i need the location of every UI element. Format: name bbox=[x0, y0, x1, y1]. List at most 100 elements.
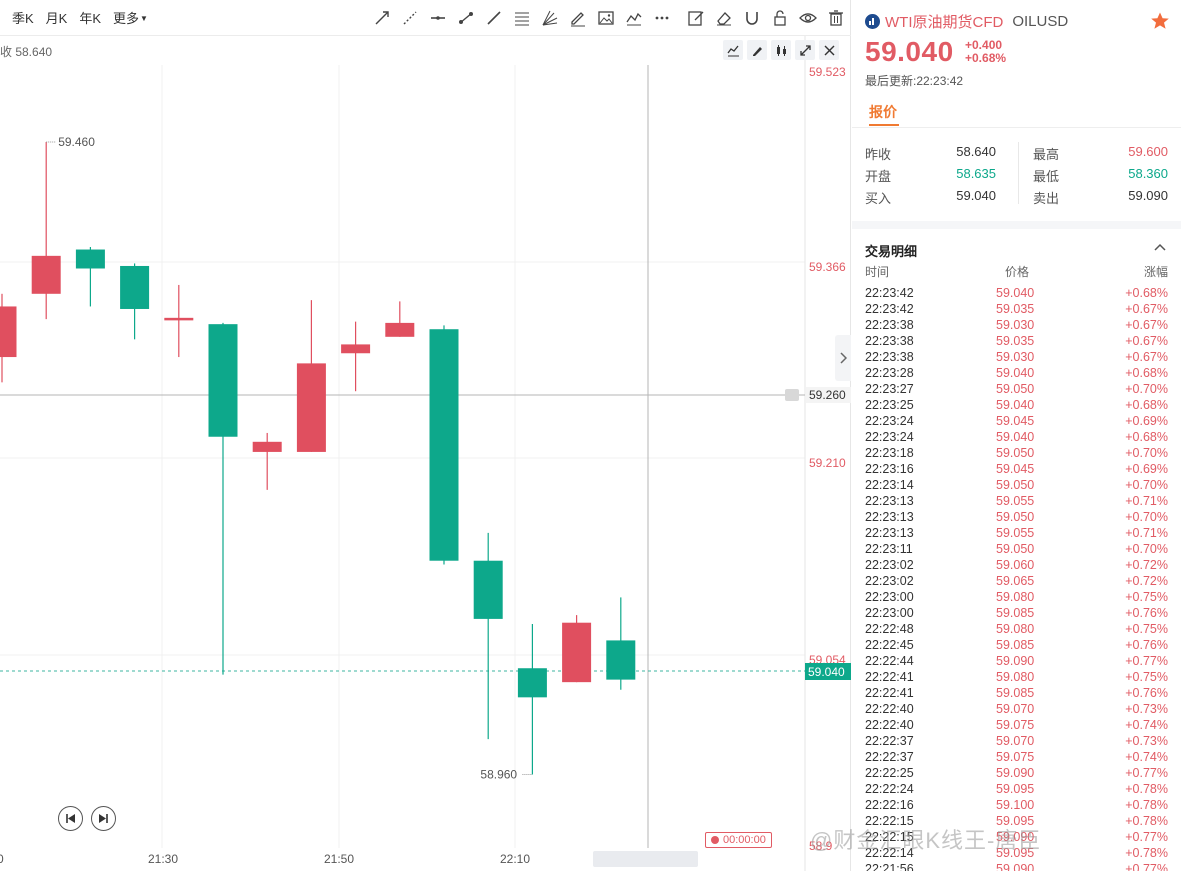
stats-divider bbox=[1018, 142, 1019, 204]
next-bar-button[interactable] bbox=[91, 806, 116, 831]
trade-price: 59.080 bbox=[996, 622, 1035, 636]
trade-time: 22:23:38 bbox=[865, 334, 914, 348]
draw-button[interactable] bbox=[747, 40, 767, 60]
trade-row: 22:23:42 59.035 +0.67% bbox=[865, 302, 1168, 318]
trade-price: 59.095 bbox=[996, 814, 1035, 828]
countdown-value: 00:00:00 bbox=[723, 834, 766, 846]
stat-row: 开盘 58.635 最低 58.360 bbox=[865, 163, 1168, 185]
expand-panel-button[interactable] bbox=[835, 335, 851, 381]
trade-time: 22:22:24 bbox=[865, 782, 914, 796]
trade-price: 59.070 bbox=[996, 702, 1035, 716]
trade-time: 22:22:14 bbox=[865, 846, 914, 860]
trade-row: 22:22:25 59.090 +0.77% bbox=[865, 766, 1168, 782]
ray-line-tool[interactable] bbox=[370, 6, 394, 30]
trade-row: 22:22:16 59.100 +0.78% bbox=[865, 798, 1168, 814]
wave-tool[interactable] bbox=[622, 6, 646, 30]
trade-time: 22:22:40 bbox=[865, 718, 914, 732]
trade-time: 22:22:44 bbox=[865, 654, 914, 668]
trade-time: 22:23:18 bbox=[865, 446, 914, 460]
trade-row: 22:22:40 59.070 +0.73% bbox=[865, 702, 1168, 718]
trade-price: 59.075 bbox=[996, 718, 1035, 732]
trade-row: 22:23:14 59.050 +0.70% bbox=[865, 478, 1168, 494]
trade-change: +0.68% bbox=[1125, 430, 1168, 444]
trade-price: 59.040 bbox=[996, 430, 1035, 444]
magnet-tool[interactable] bbox=[740, 6, 764, 30]
trade-change: +0.71% bbox=[1125, 494, 1168, 508]
chart-bars-icon bbox=[865, 14, 880, 29]
tab-active-indicator bbox=[869, 124, 899, 126]
symbol-header: WTI原油期货CFD OILUSD bbox=[865, 11, 1068, 32]
period-month-button[interactable]: 月K bbox=[45, 11, 68, 26]
pencil-icon bbox=[752, 46, 762, 56]
more-periods-button[interactable]: 更多▼ bbox=[113, 8, 148, 27]
image-tool[interactable] bbox=[594, 6, 618, 30]
trade-row: 22:23:11 59.050 +0.70% bbox=[865, 542, 1168, 558]
trades-list: 22:23:42 59.040 +0.68% 22:23:42 59.035 +0.67%… bbox=[865, 286, 1168, 871]
stat-value: 58.640 bbox=[956, 144, 996, 159]
last-price: 59.040 bbox=[865, 36, 954, 67]
candlestick-icon bbox=[776, 44, 786, 56]
trade-price: 59.085 bbox=[996, 638, 1035, 652]
trend-line-tool[interactable] bbox=[482, 6, 506, 30]
trade-row: 22:23:00 59.085 +0.76% bbox=[865, 606, 1168, 622]
trade-price: 59.035 bbox=[996, 334, 1035, 348]
tab-quote[interactable]: 报价 bbox=[869, 104, 897, 120]
trade-change: +0.71% bbox=[1125, 526, 1168, 540]
star-icon[interactable] bbox=[1150, 11, 1170, 31]
trade-change: +0.77% bbox=[1125, 830, 1168, 844]
pen-tool[interactable] bbox=[566, 6, 590, 30]
trade-price: 59.050 bbox=[996, 382, 1035, 396]
fan-tool[interactable] bbox=[538, 6, 562, 30]
more-tools-button[interactable] bbox=[650, 6, 674, 30]
trade-time: 22:22:37 bbox=[865, 750, 914, 764]
kline-chart[interactable]: 59.46058.96059.52359.36659.21059.05458.9… bbox=[0, 0, 851, 871]
stat-label: 最高 bbox=[1033, 147, 1060, 162]
trend-line-icon bbox=[487, 11, 501, 25]
trade-time: 22:23:13 bbox=[865, 510, 914, 524]
fullscreen-button[interactable] bbox=[795, 40, 815, 60]
period-quarter-button[interactable]: 季K bbox=[12, 11, 34, 26]
indicator-button[interactable] bbox=[723, 40, 743, 60]
trade-time: 22:22:45 bbox=[865, 638, 914, 652]
trade-change: +0.68% bbox=[1125, 398, 1168, 412]
candle-style-button[interactable] bbox=[771, 40, 791, 60]
trade-time: 22:22:25 bbox=[865, 766, 914, 780]
stat-label: 最低 bbox=[1033, 169, 1060, 184]
edit-tool[interactable] bbox=[684, 6, 708, 30]
trade-time: 22:23:42 bbox=[865, 302, 914, 316]
segment-icon bbox=[459, 12, 473, 24]
trade-time: 22:22:16 bbox=[865, 798, 914, 812]
countdown-badge[interactable]: 00:00:00 bbox=[705, 832, 772, 848]
candle-body bbox=[0, 306, 17, 358]
visibility-tool[interactable] bbox=[796, 6, 820, 30]
segment-tool[interactable] bbox=[454, 6, 478, 30]
prev-bar-button[interactable] bbox=[58, 806, 83, 831]
trade-price: 59.040 bbox=[996, 366, 1035, 380]
dashed-line-tool[interactable] bbox=[398, 6, 422, 30]
trade-row: 22:23:24 59.045 +0.69% bbox=[865, 414, 1168, 430]
trade-price: 59.070 bbox=[996, 734, 1035, 748]
trade-change: +0.67% bbox=[1125, 350, 1168, 364]
chevron-up-icon[interactable] bbox=[1153, 240, 1167, 254]
fibonacci-tool[interactable] bbox=[510, 6, 534, 30]
trade-change: +0.76% bbox=[1125, 686, 1168, 700]
trade-change: +0.68% bbox=[1125, 286, 1168, 300]
trades-title: 交易明细 bbox=[865, 244, 918, 259]
trade-change: +0.67% bbox=[1125, 318, 1168, 332]
period-year-button[interactable]: 年K bbox=[79, 11, 102, 26]
drawing-tools bbox=[370, 6, 852, 30]
stat-value: 58.635 bbox=[956, 166, 996, 181]
delete-tool[interactable] bbox=[824, 6, 848, 30]
close-chart-button[interactable] bbox=[819, 40, 839, 60]
eraser-tool[interactable] bbox=[712, 6, 736, 30]
horizontal-line-tool[interactable] bbox=[426, 6, 450, 30]
trade-change: +0.76% bbox=[1125, 638, 1168, 652]
lock-tool[interactable] bbox=[768, 6, 792, 30]
trade-row: 22:23:24 59.040 +0.68% bbox=[865, 430, 1168, 446]
time-axis-scrollbar[interactable] bbox=[593, 851, 698, 867]
eye-icon bbox=[799, 13, 817, 23]
price-axis-label: 58.9 bbox=[809, 839, 833, 853]
time-axis-label: 21:50 bbox=[324, 852, 354, 866]
trade-time: 22:22:15 bbox=[865, 814, 914, 828]
